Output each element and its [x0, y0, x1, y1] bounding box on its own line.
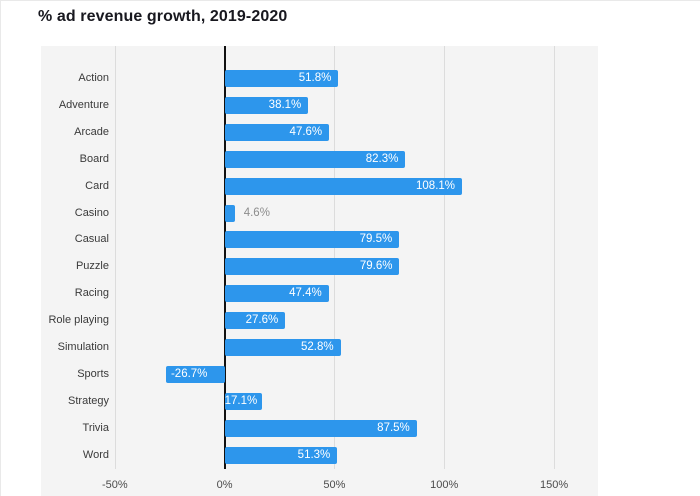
category-label: Arcade [74, 125, 109, 138]
bar [224, 96, 309, 114]
category-label: Card [85, 179, 109, 192]
bar [224, 177, 463, 195]
category-label: Role playing [48, 314, 109, 327]
x-axis-tick-label: 100% [430, 479, 459, 491]
bar-value-label: 87.5% [377, 421, 410, 434]
category-label: Racing [74, 287, 109, 300]
category-label: Casino [74, 206, 109, 219]
x-axis-tick-label: 50% [323, 479, 346, 491]
x-axis-tick-label: 150% [539, 479, 569, 491]
bar [224, 285, 329, 303]
bar-value-label: 108.1% [416, 179, 456, 192]
category-label: Word [82, 448, 109, 461]
category-label: Casual [74, 233, 109, 246]
bar [224, 150, 406, 168]
bar [224, 231, 400, 249]
category-label: Simulation [57, 341, 109, 353]
grid-line [554, 46, 556, 469]
category-label: Strategy [68, 394, 109, 407]
zero-baseline [223, 46, 226, 469]
category-label: Sports [77, 367, 109, 380]
bar [224, 339, 341, 356]
category-label: Adventure [58, 98, 109, 111]
bar [224, 70, 339, 87]
chart-title: % ad revenue growth, 2019-2020 [38, 8, 288, 25]
grid-line [444, 46, 446, 469]
bar [224, 392, 263, 410]
bar [224, 123, 330, 141]
bar [224, 258, 400, 276]
grid-line [334, 46, 336, 469]
bar-value-label: 52.8% [300, 341, 334, 353]
bar-value-label: -26.7% [170, 367, 208, 380]
bar-value-label: 17.1% [224, 394, 258, 407]
bar-value-label: 51.8% [298, 72, 332, 84]
bar-value-label: 82.3% [365, 152, 399, 165]
bar [224, 312, 286, 330]
bar [224, 446, 338, 464]
category-label: Puzzle [75, 260, 109, 273]
category-label: Trivia [82, 421, 109, 434]
bar-value-label: 79.5% [359, 233, 393, 246]
bar [224, 419, 417, 437]
bar [224, 204, 235, 222]
bar-value-label: 51.3% [297, 448, 331, 461]
category-label: Action [78, 72, 109, 84]
grid-line [114, 46, 116, 469]
bar-value-label: 4.6% [243, 206, 270, 219]
plot-area: -50% 0% 50% 100% 150% Action 51.8% Adventure 38.… [41, 46, 598, 496]
bar-value-label: 47.6% [289, 125, 323, 138]
bar-value-label: 27.6% [245, 314, 279, 327]
x-axis-tick-label: 0% [216, 479, 233, 491]
bar-value-label: 79.6% [359, 260, 393, 273]
x-axis-tick-label: -50% [101, 479, 128, 491]
category-label: Board [79, 152, 109, 165]
bar-value-label: 47.4% [289, 287, 322, 300]
bar [165, 365, 225, 383]
bar-value-label: 38.1% [268, 98, 302, 111]
